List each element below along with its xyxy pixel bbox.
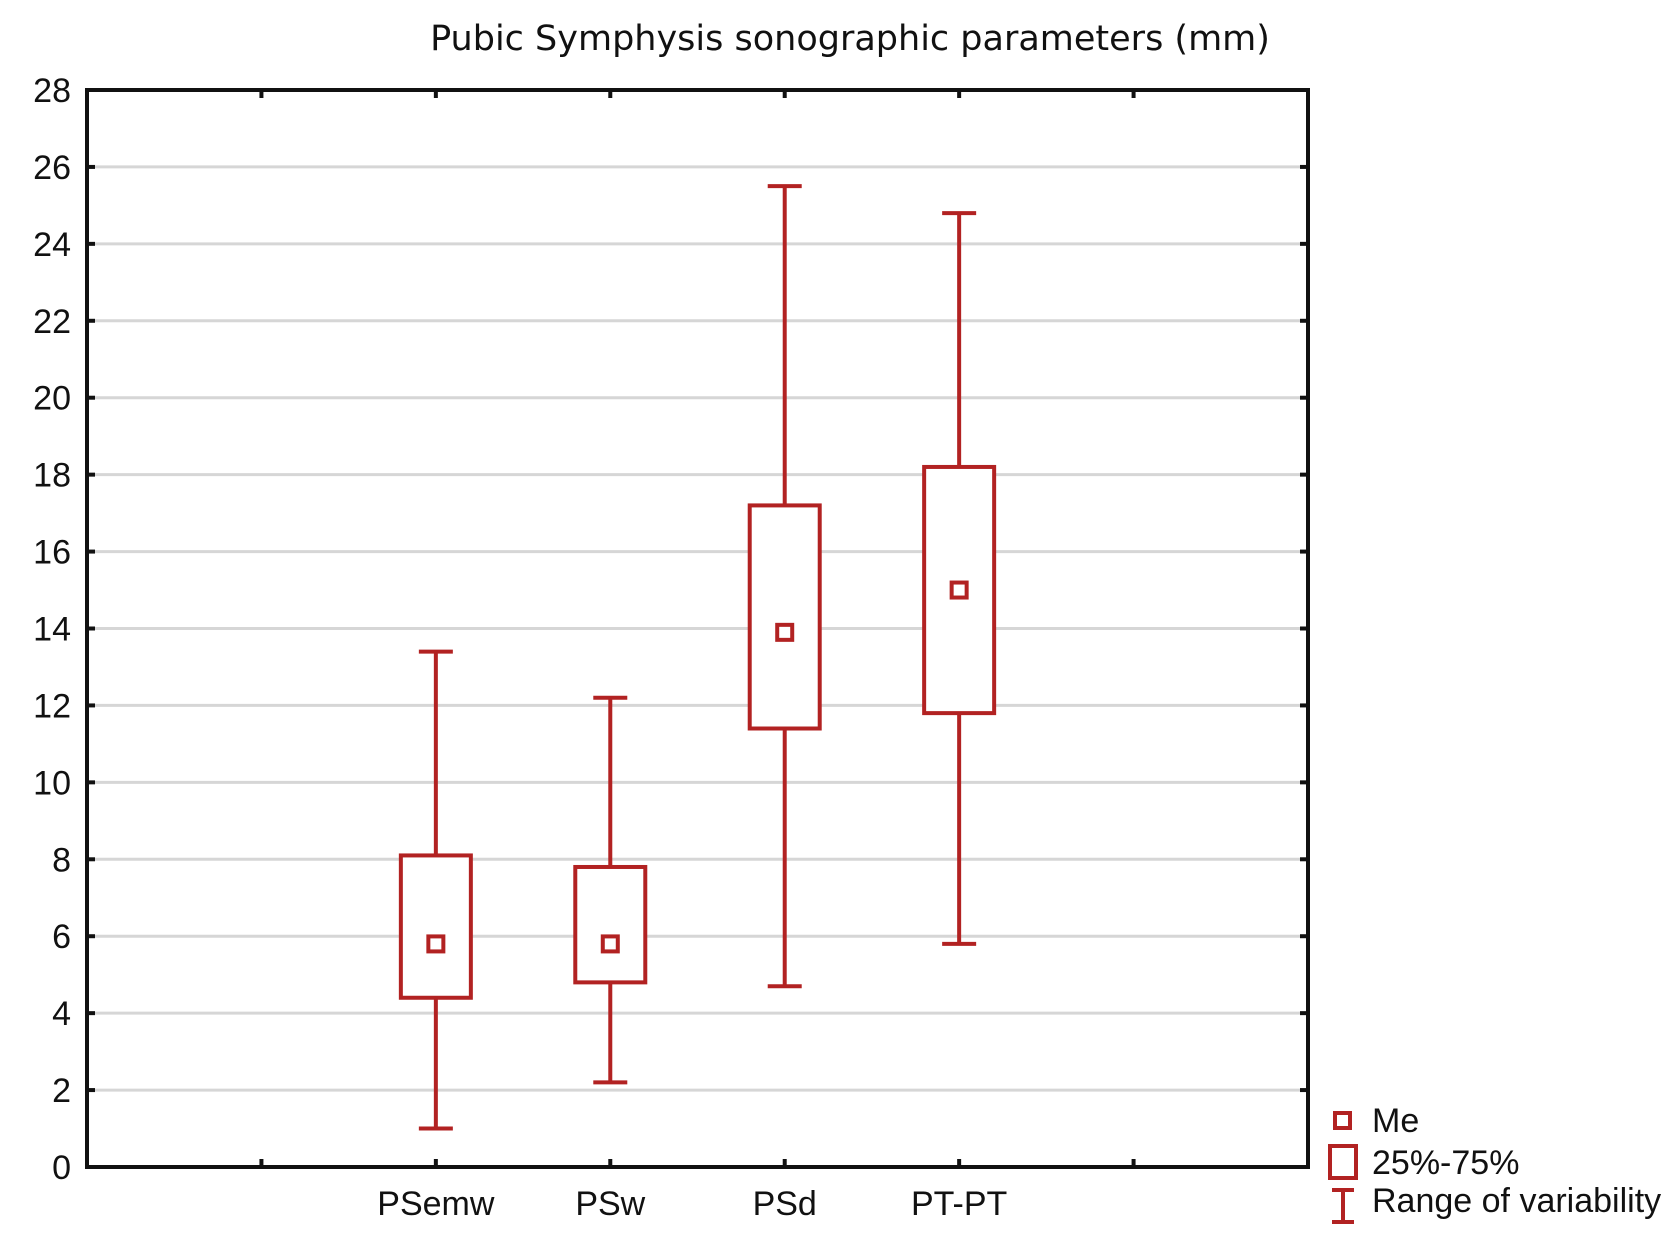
y-tick-label: 4 bbox=[52, 995, 71, 1033]
x-tick-label: PT-PT bbox=[911, 1185, 1007, 1223]
legend-box-symbol bbox=[1328, 1144, 1358, 1180]
y-tick-label: 24 bbox=[33, 226, 71, 264]
chart-title: Pubic Symphysis sonographic parameters (… bbox=[430, 19, 1270, 59]
legend-median-label: Me bbox=[1372, 1102, 1419, 1140]
y-tick-label: 14 bbox=[33, 611, 71, 649]
box-group bbox=[747, 184, 822, 989]
x-tick-label: PSw bbox=[575, 1185, 645, 1223]
legend-item-median: Me bbox=[1333, 1102, 1419, 1140]
legend-whisker-label: Range of variability bbox=[1372, 1182, 1661, 1220]
median-marker bbox=[426, 934, 446, 954]
y-tick-label: 0 bbox=[52, 1149, 71, 1187]
median-marker bbox=[949, 580, 969, 600]
box-group bbox=[573, 695, 648, 1085]
y-tick-label: 28 bbox=[33, 72, 71, 110]
x-axis-ticks: PSemw PSw PSd PT-PT bbox=[259, 90, 1136, 1223]
legend-median-symbol bbox=[1333, 1111, 1352, 1130]
legend-item-box: 25%-75% bbox=[1328, 1144, 1519, 1182]
x-tick-label: PSd bbox=[753, 1185, 817, 1223]
grid-lines bbox=[87, 165, 1308, 1092]
y-tick-label: 6 bbox=[52, 918, 71, 956]
y-tick-label: 12 bbox=[33, 687, 71, 725]
legend-box-label: 25%-75% bbox=[1372, 1144, 1519, 1182]
iqr-box bbox=[573, 864, 648, 985]
legend-item-whisker: Range of variability bbox=[1332, 1182, 1661, 1224]
y-tick-label: 20 bbox=[33, 380, 71, 418]
median-marker bbox=[775, 622, 795, 642]
box-series bbox=[398, 184, 997, 1131]
y-tick-label: 2 bbox=[52, 1072, 71, 1110]
iqr-box bbox=[398, 853, 473, 1000]
y-tick-label: 16 bbox=[33, 534, 71, 572]
y-tick-label: 8 bbox=[52, 841, 71, 879]
box-group bbox=[922, 211, 997, 946]
y-tick-label: 26 bbox=[33, 149, 71, 187]
x-tick-label: PSemw bbox=[377, 1185, 495, 1223]
iqr-box bbox=[922, 464, 997, 716]
legend: Me 25%-75% Range of variability bbox=[1328, 1102, 1661, 1224]
median-marker bbox=[600, 934, 620, 954]
box-group bbox=[398, 649, 473, 1131]
plot-frame bbox=[85, 88, 1310, 1169]
y-tick-label: 18 bbox=[33, 457, 71, 495]
iqr-box bbox=[747, 503, 822, 731]
y-tick-label: 10 bbox=[33, 764, 71, 802]
y-tick-label: 22 bbox=[33, 303, 71, 341]
